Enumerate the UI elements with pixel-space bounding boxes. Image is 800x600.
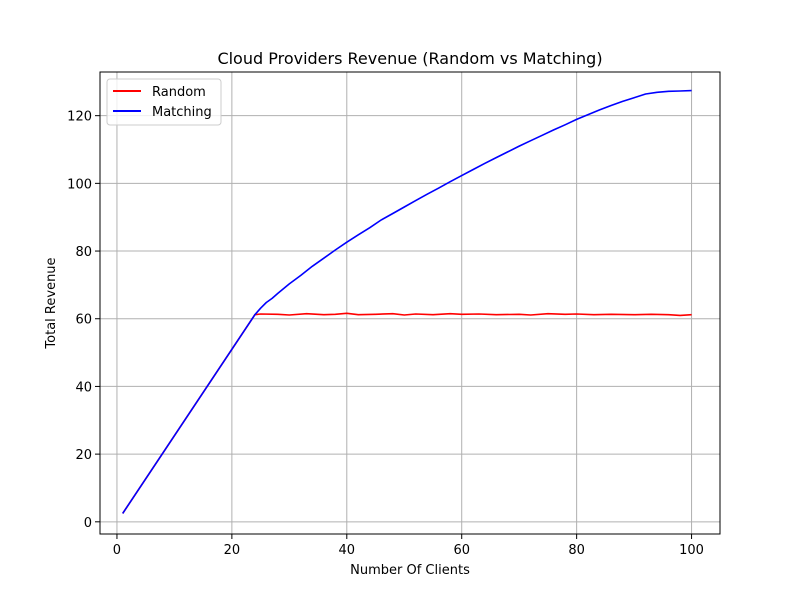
x-tick-label: 100 bbox=[679, 543, 704, 558]
legend-label-matching: Matching bbox=[152, 105, 212, 120]
y-tick-label: 20 bbox=[75, 448, 92, 463]
y-tick-label: 40 bbox=[75, 380, 92, 395]
y-tick-label: 0 bbox=[84, 516, 92, 531]
chart-title: Cloud Providers Revenue (Random vs Match… bbox=[217, 49, 602, 68]
x-axis-label: Number Of Clients bbox=[350, 563, 470, 578]
plot-area bbox=[100, 72, 720, 534]
y-axis-label: Total Revenue bbox=[44, 257, 59, 349]
x-tick-label: 60 bbox=[453, 543, 470, 558]
series-line-random bbox=[122, 312, 692, 514]
x-tick-label: 0 bbox=[113, 543, 121, 558]
legend: Random Matching bbox=[106, 78, 222, 126]
x-tick-label: 80 bbox=[568, 543, 585, 558]
legend-label-random: Random bbox=[152, 85, 206, 100]
y-tick-label: 80 bbox=[75, 245, 92, 260]
y-tick-label: 60 bbox=[75, 313, 92, 328]
x-tick-label: 40 bbox=[339, 543, 356, 558]
y-tick-label: 100 bbox=[67, 177, 92, 192]
x-axis-ticks: 0 20 40 60 80 100 bbox=[113, 534, 704, 558]
plot-frame bbox=[99, 71, 721, 535]
y-tick-label: 120 bbox=[67, 110, 92, 125]
grid bbox=[100, 72, 720, 534]
series-lines bbox=[122, 89, 692, 514]
y-axis-ticks: 0 20 40 60 80 100 120 bbox=[67, 110, 100, 531]
x-tick-label: 20 bbox=[224, 543, 241, 558]
series-line-matching bbox=[122, 89, 692, 514]
